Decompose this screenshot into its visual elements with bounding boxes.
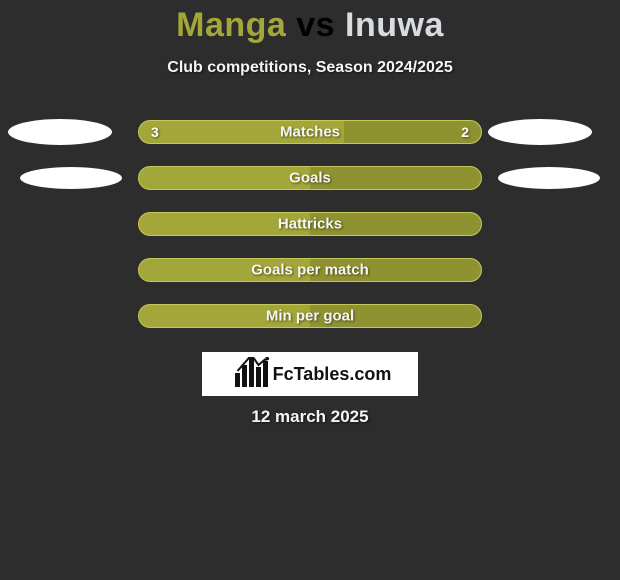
stat-bar: Goals per match [138,258,482,282]
stat-label: Goals per match [139,262,481,279]
left-value-ellipse [8,119,112,145]
right-value-ellipse [498,167,600,189]
stat-row: Matches3 2 [0,109,620,155]
player-b-name: Inuwa [345,6,444,44]
branding-text: FcTables.com [273,364,392,385]
chart-icon [229,357,269,391]
stat-bar: Hattricks [138,212,482,236]
player-a-name: Manga [176,6,286,44]
branding-box[interactable]: FcTables.com [202,352,418,396]
stat-row: Goals [0,155,620,201]
stat-bar: Goals [138,166,482,190]
stat-row: Hattricks [0,201,620,247]
stat-bar: Matches3 2 [138,120,482,144]
left-value-ellipse [20,167,122,189]
footer-date: 12 march 2025 [0,407,620,427]
stat-label: Min per goal [139,308,481,325]
page-title: Manga vs Inuwa [0,0,620,45]
stat-bar: Min per goal [138,304,482,328]
widget-root: Manga vs Inuwa Club competitions, Season… [0,0,620,580]
stat-label: Matches [139,124,481,141]
right-value-ellipse [488,119,592,145]
stat-label: Hattricks [139,216,481,233]
stat-label: Goals [139,170,481,187]
stat-left-value: 3 [151,124,159,140]
vs-separator: vs [286,6,345,44]
stats-rows: Matches3 2 Goals Hattricks Goals per match Mi… [0,109,620,339]
stat-row: Min per goal [0,293,620,339]
subtitle: Club competitions, Season 2024/2025 [0,59,620,77]
stat-row: Goals per match [0,247,620,293]
stat-right-value: 2 [461,124,469,140]
